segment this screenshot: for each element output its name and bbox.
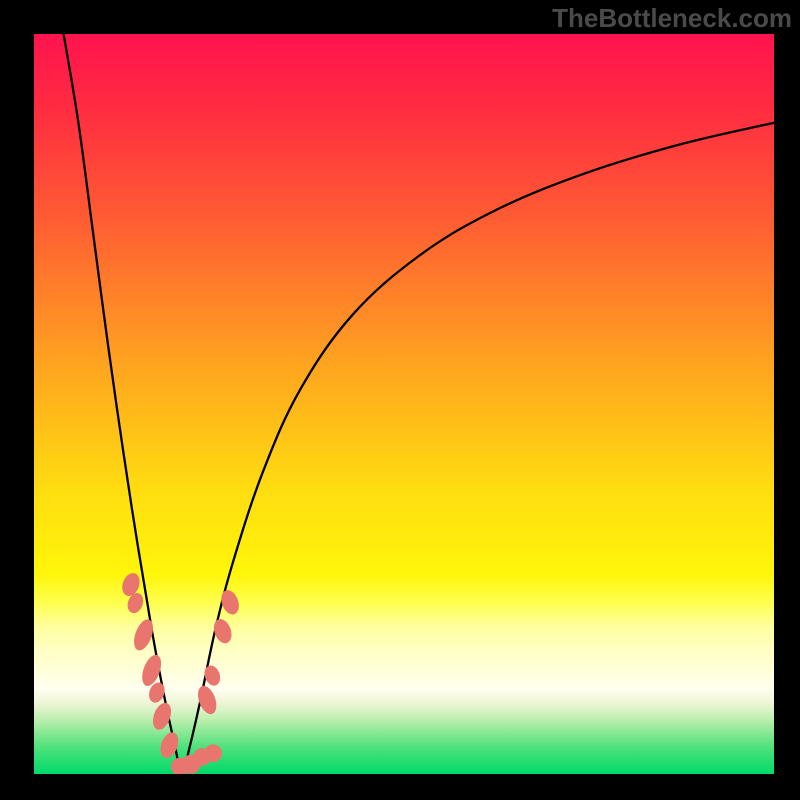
attribution-text: TheBottleneck.com — [552, 3, 792, 34]
plot-area — [34, 34, 774, 774]
plot-svg — [34, 34, 774, 774]
marker-point — [204, 744, 222, 762]
gradient-background — [34, 34, 774, 774]
chart-frame: TheBottleneck.com — [0, 0, 800, 800]
